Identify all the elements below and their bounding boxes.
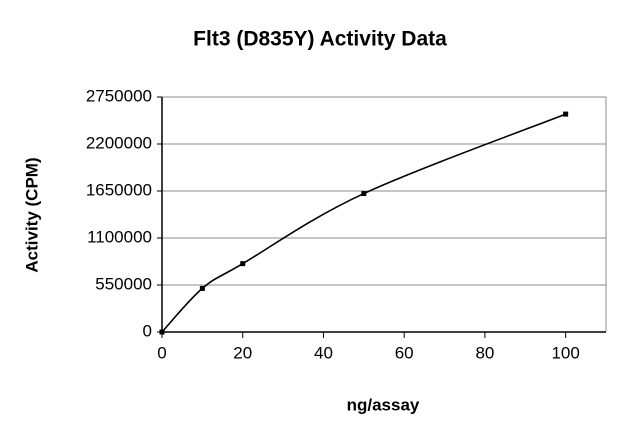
y-tick-label: 0 <box>143 321 152 340</box>
y-tick-label: 1650000 <box>86 180 152 199</box>
y-axis-label: Activity (CPM) <box>22 157 41 272</box>
y-tick-label: 2200000 <box>86 133 152 152</box>
x-tick-label: 40 <box>314 343 333 362</box>
data-line <box>161 113 566 333</box>
data-point <box>159 329 165 335</box>
x-tick-label: 80 <box>475 343 494 362</box>
y-tick-label: 550000 <box>95 274 152 293</box>
chart-title: Flt3 (D835Y) Activity Data <box>193 28 447 51</box>
y-tick-label: 1100000 <box>87 227 152 246</box>
x-tick-label: 20 <box>233 343 252 362</box>
y-tick-label: 2750000 <box>86 86 152 105</box>
x-tick-label: 100 <box>551 343 579 362</box>
data-point <box>361 191 367 197</box>
x-tick-label: 0 <box>157 343 166 362</box>
x-tick-label: 60 <box>395 343 414 362</box>
data-point <box>563 111 569 117</box>
data-point <box>240 261 246 267</box>
data-point <box>199 285 205 291</box>
x-axis-label: ng/assay <box>347 395 420 414</box>
